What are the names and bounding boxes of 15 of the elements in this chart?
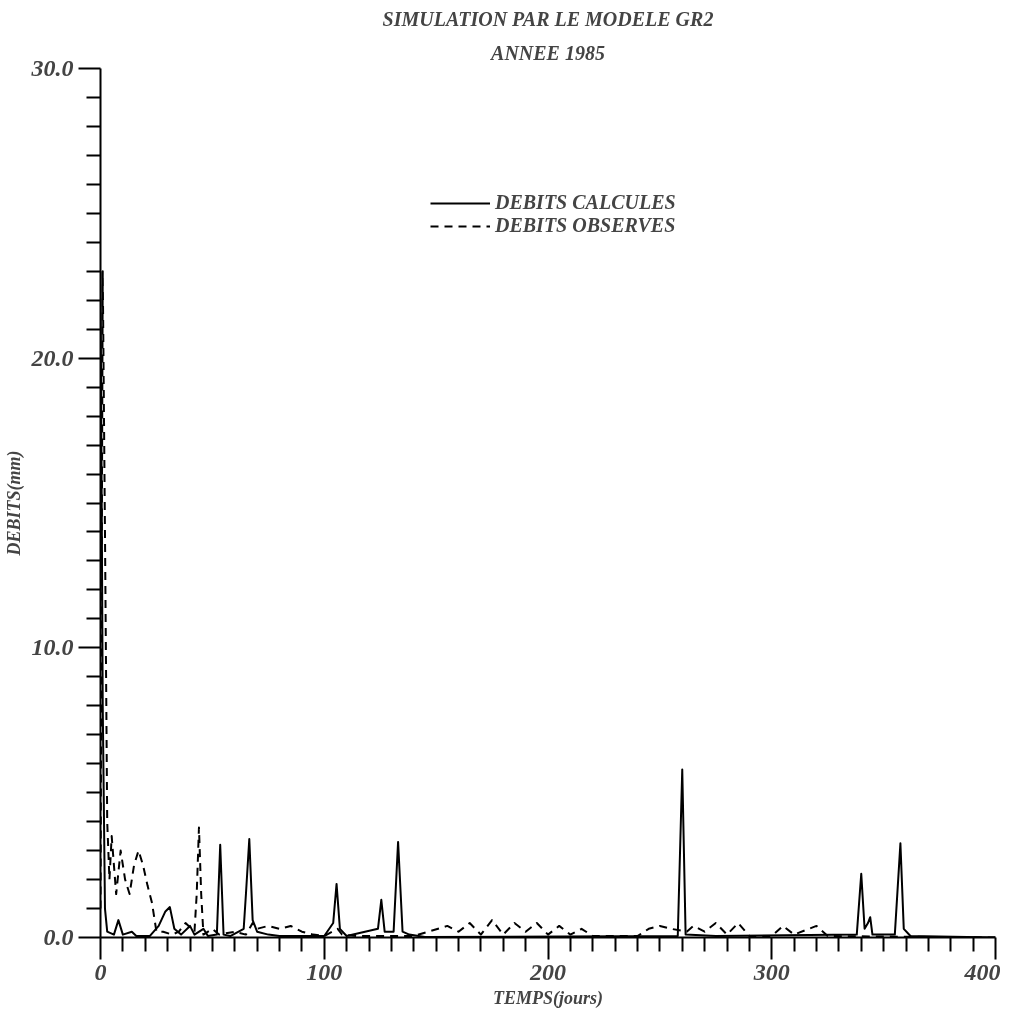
x-tick-label: 100 <box>306 958 343 985</box>
chart-subtitle: ANNEE 1985 <box>489 41 605 64</box>
y-tick-label: 20.0 <box>30 344 74 371</box>
x-axis-title: TEMPS(jours) <box>492 987 604 1009</box>
x-tick-label: 300 <box>752 958 790 985</box>
y-tick-label: 10.0 <box>31 634 74 661</box>
y-tick-label: 0.0 <box>43 924 74 950</box>
legend-label: DEBITS CALCULES <box>495 191 676 214</box>
x-tick-label: 400 <box>963 958 1001 985</box>
legend-label: DEBITS OBSERVES <box>495 214 676 237</box>
y-axis-title: DEBITS(mm) <box>3 450 25 557</box>
chart-title: SIMULATION PAR LE MODELE GR2 <box>382 7 714 30</box>
y-tick-label: 30.0 <box>30 55 74 81</box>
x-tick-label: 200 <box>529 958 566 985</box>
x-tick-label: 0 <box>94 958 107 985</box>
